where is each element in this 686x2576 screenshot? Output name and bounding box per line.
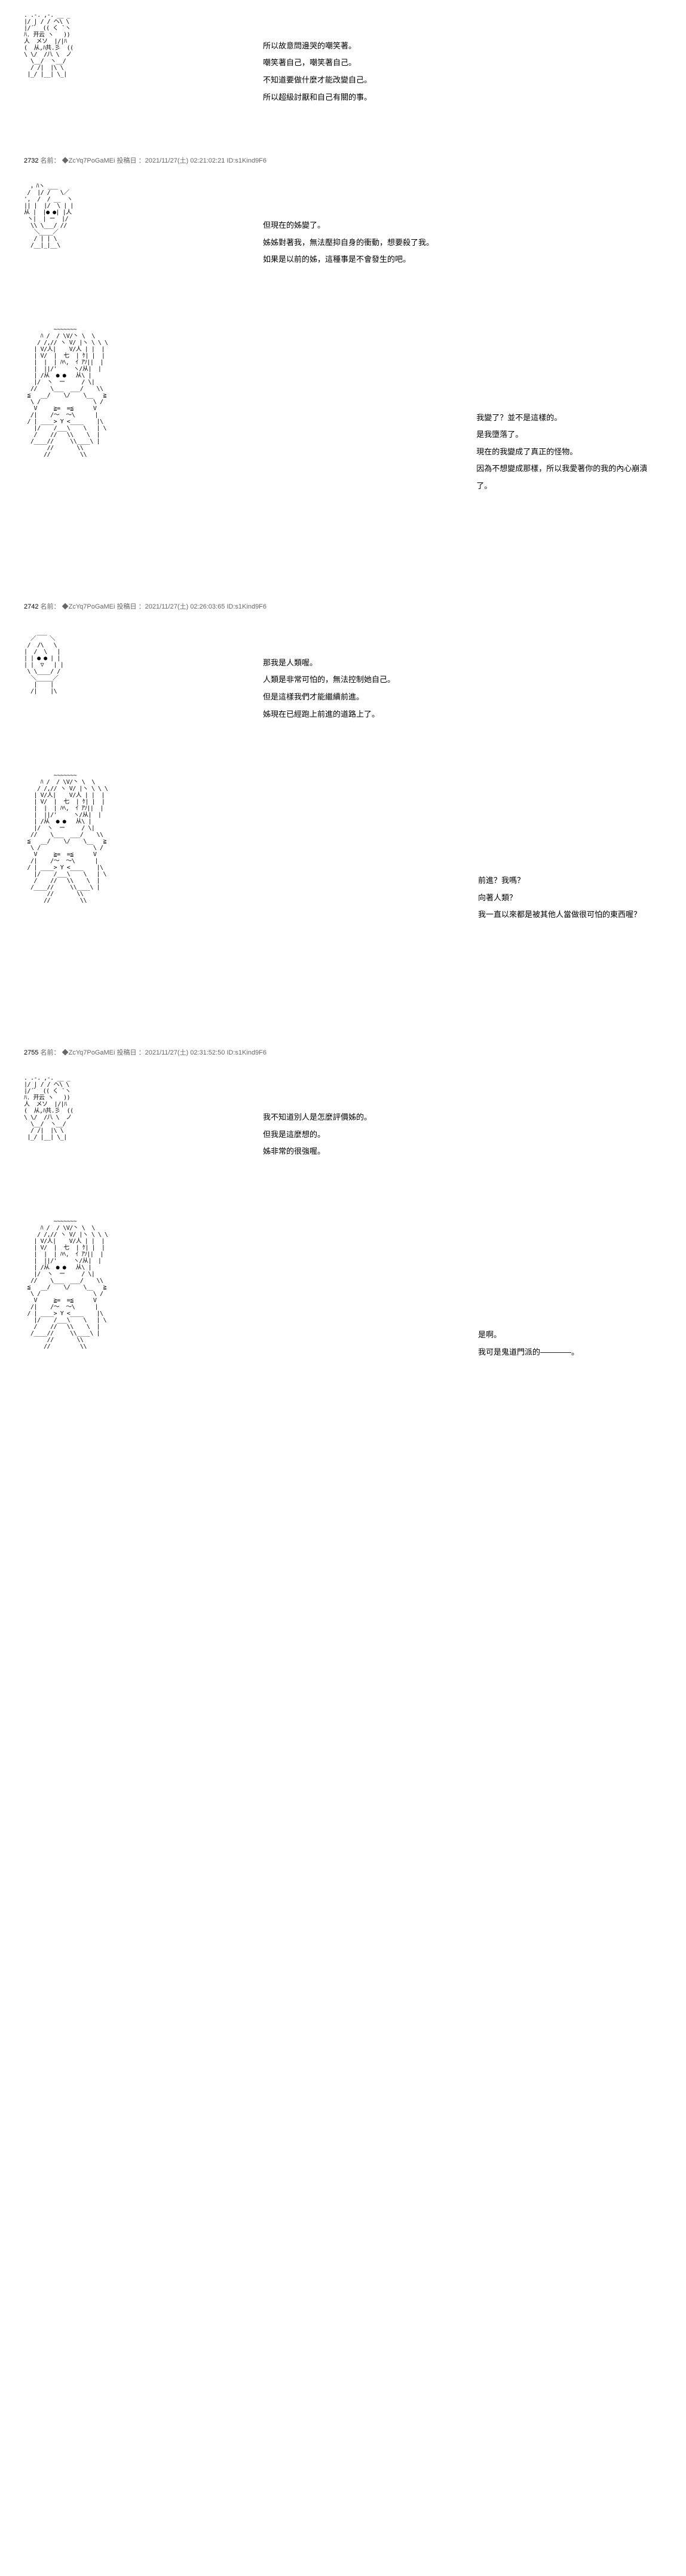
panel-6: . .-. ,-. __ _ |/ | / / へ\ \ |/´゛ (( く `… xyxy=(24,1075,662,1194)
dialogue-line: 嘲笑著自己，嘲笑著自己。 xyxy=(263,54,372,72)
dialogue-block-6: 我不知道別人是怎麼評價姊的。 但我是這麼想的。 姊非常的很強喔。 xyxy=(263,1109,372,1160)
panel-2: ，ﾊヽ ___ / |/ / \／ ', / / __ ヽ || | |/ \ … xyxy=(24,183,662,302)
dialogue-line: 是啊。 xyxy=(478,1327,579,1344)
dialogue-line: 現在的我變成了真正的怪物。 xyxy=(476,444,662,461)
dialogue-line: 姊非常的很強喔。 xyxy=(263,1143,372,1160)
dialogue-line: 我可是鬼道門派的————。 xyxy=(478,1344,579,1361)
post-meta-2: 2742 名前： ◆ZcYq7PoGaMEi 投稿日 ：2021/11/27(土… xyxy=(24,601,662,611)
post-date-label: 投稿日 xyxy=(117,1049,137,1056)
dialogue-line: 但現在的姊變了。 xyxy=(263,217,434,234)
dialogue-line: 因為不想變成那樣，所以我愛著你的我的內心崩潰了。 xyxy=(476,460,662,494)
ascii-art-large-2: ~~~~~~~ ﾊ / / \V/丶 \ \ / /,// ヽ V/ |ヽ \ … xyxy=(24,772,454,1023)
panel-4: ___ ／ ＼ / /\ \ | / \ | | | ● ● | | | | ▽… xyxy=(24,629,662,748)
post-number: 2742 xyxy=(24,603,38,610)
dialogue-line: 姊現在已經跑上前進的道路上了。 xyxy=(263,706,395,723)
post-name-label: 名前： xyxy=(41,603,60,610)
post-date: ：2021/11/27(土) 02:31:52:50 ID:s1Kind9F6 xyxy=(139,1049,267,1056)
dialogue-line: 我一直以來都是被其他人當做很可怕的東西喔？ xyxy=(478,906,641,924)
post-number: 2755 xyxy=(24,1049,38,1056)
post-trip: ◆ZcYq7PoGaMEi xyxy=(62,1049,115,1056)
dialogue-line: 向著人類？ xyxy=(478,890,641,907)
post-date: ：2021/11/27(土) 02:26:03:65 ID:s1Kind9F6 xyxy=(139,603,267,610)
ascii-art-small-3: ___ ／ ＼ / /\ \ | / \ | | | ● ● | | | | ▽… xyxy=(24,629,227,748)
dialogue-block-7: 是啊。 我可是鬼道門派的————。 xyxy=(478,1327,579,1361)
panel-7: ~~~~~~~ ﾊ / / \V/丶 \ \ / /,// ヽ V/ |ヽ \ … xyxy=(24,1218,662,1469)
dialogue-line: 我不知道別人是怎麼評價姊的。 xyxy=(263,1109,372,1126)
dialogue-line: 前進？我嗎？ xyxy=(478,872,641,890)
ascii-art-small-4: . .-. ,-. __ _ |/ | / / へ\ \ |/´゛ (( く `… xyxy=(24,1075,227,1194)
dialogue-block-3: 我變了？並不是這樣的。 是我墮落了。 現在的我變成了真正的怪物。 因為不想變成那… xyxy=(476,410,662,495)
post-date-label: 投稿日 xyxy=(117,603,137,610)
ascii-art-small-1: . .-. ,-. __ _ |/ | / / へ\ \ |/´゛ (( く `… xyxy=(24,12,227,132)
panel-3: ~~~~~~~ ﾊ / / \V/丶 \ \ / /,// ヽ V/ |ヽ \ … xyxy=(24,326,662,577)
post-trip: ◆ZcYq7PoGaMEi xyxy=(62,603,115,610)
dialogue-block-1: 所以故意問邊哭的嘲笑著。 嘲笑著自己，嘲笑著自己。 不知道要做什麼才能改變自己。… xyxy=(263,38,372,106)
post-meta-3: 2755 名前： ◆ZcYq7PoGaMEi 投稿日 ：2021/11/27(土… xyxy=(24,1047,662,1057)
dialogue-line: 所以超級討厭和自己有關的事。 xyxy=(263,89,372,106)
dialogue-line: 但我是這麼想的。 xyxy=(263,1126,372,1144)
dialogue-line: 如果是以前的姊，這種事是不會發生的吧。 xyxy=(263,251,434,268)
post-meta-1: 2732 名前： ◆ZcYq7PoGaMEi 投稿日 ：2021/11/27(土… xyxy=(24,155,662,165)
dialogue-block-4: 那我是人類喔。 人類是非常可怕的，無法控制她自己。 但是這樣我們才能繼續前進。 … xyxy=(263,655,395,723)
panel-1: . .-. ,-. __ _ |/ | / / へ\ \ |/´゛ (( く `… xyxy=(24,12,662,132)
post-name-label: 名前： xyxy=(41,157,60,164)
dialogue-line: 是我墮落了。 xyxy=(476,426,662,444)
post-name-label: 名前： xyxy=(41,1049,60,1056)
ascii-art-small-2: ，ﾊヽ ___ / |/ / \／ ', / / __ ヽ || | |/ \ … xyxy=(24,183,227,302)
dialogue-block-5: 前進？我嗎？ 向著人類？ 我一直以來都是被其他人當做很可怕的東西喔？ xyxy=(478,872,641,924)
post-date: ：2021/11/27(土) 02:21:02:21 ID:s1Kind9F6 xyxy=(139,157,267,164)
dialogue-line: 但是這樣我們才能繼續前進。 xyxy=(263,689,395,706)
post-number: 2732 xyxy=(24,157,38,164)
post-trip: ◆ZcYq7PoGaMEi xyxy=(62,157,115,164)
panel-5: ~~~~~~~ ﾊ / / \V/丶 \ \ / /,// ヽ V/ |ヽ \ … xyxy=(24,772,662,1023)
dialogue-line: 人類是非常可怕的，無法控制她自己。 xyxy=(263,671,395,689)
ascii-art-large-3: ~~~~~~~ ﾊ / / \V/丶 \ \ / /,// ヽ V/ |ヽ \ … xyxy=(24,1218,454,1469)
dialogue-line: 姊姊對著我，無法壓抑自身的衝動，想要殺了我。 xyxy=(263,234,434,252)
dialogue-line: 所以故意問邊哭的嘲笑著。 xyxy=(263,38,372,55)
dialogue-line: 我變了？並不是這樣的。 xyxy=(476,410,662,427)
dialogue-line: 不知道要做什麼才能改變自己。 xyxy=(263,72,372,89)
ascii-art-large-1: ~~~~~~~ ﾊ / / \V/丶 \ \ / /,// ヽ V/ |ヽ \ … xyxy=(24,326,452,577)
post-date-label: 投稿日 xyxy=(117,157,137,164)
dialogue-block-2: 但現在的姊變了。 姊姊對著我，無法壓抑自身的衝動，想要殺了我。 如果是以前的姊，… xyxy=(263,217,434,268)
dialogue-line: 那我是人類喔。 xyxy=(263,655,395,672)
